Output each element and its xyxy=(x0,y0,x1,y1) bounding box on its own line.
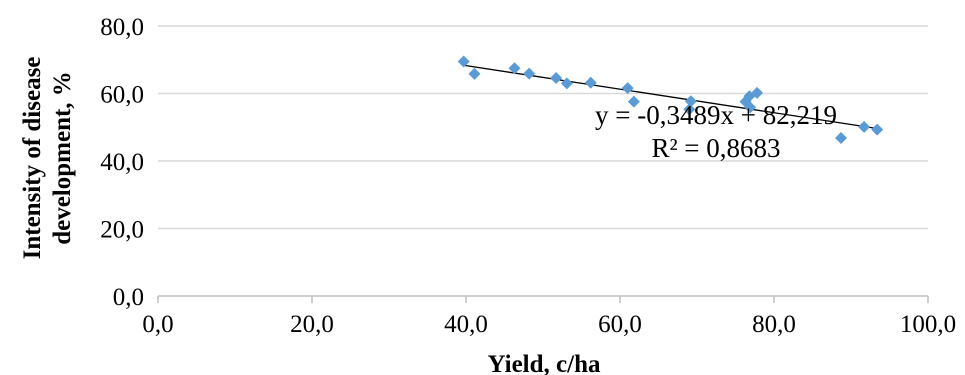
x-tick-label: 100,0 xyxy=(900,311,956,338)
data-point xyxy=(871,123,884,136)
data-point xyxy=(550,71,563,84)
x-tick-label: 40,0 xyxy=(444,311,488,338)
x-tick-label: 20,0 xyxy=(290,311,334,338)
data-point xyxy=(508,62,521,75)
y-tick-label: 80,0 xyxy=(100,14,144,41)
data-point xyxy=(627,95,640,108)
data-point xyxy=(621,82,634,95)
y-axis-title-line-2: development, % xyxy=(49,71,76,245)
data-points xyxy=(457,55,884,145)
x-tick-label: 0,0 xyxy=(142,311,173,338)
data-point xyxy=(683,103,696,116)
data-point xyxy=(457,55,470,68)
trendline-r-squared: R² = 0,8683 xyxy=(651,133,780,163)
x-tick-label: 60,0 xyxy=(598,311,642,338)
data-point xyxy=(523,67,536,80)
y-tick-label: 60,0 xyxy=(100,82,144,109)
x-tick-label: 80,0 xyxy=(752,311,796,338)
tick-labels: 0,0 20,0 40,0 60,0 80,0 0,0 20,0 40,0 60,0 80,0 10… xyxy=(100,14,956,338)
trendline-equation: y = -0,3489x + 82,219 xyxy=(595,100,837,130)
data-point xyxy=(744,101,757,114)
data-point xyxy=(684,95,697,108)
y-axis-title: Intensity of disease development, % xyxy=(19,57,76,260)
data-point xyxy=(858,120,871,133)
data-point xyxy=(468,67,481,80)
data-point xyxy=(560,77,573,90)
data-point xyxy=(584,76,597,89)
x-axis-title: Yield, c/ha xyxy=(488,351,601,375)
axis-layer xyxy=(157,295,929,303)
y-axis-title-line-1: Intensity of disease xyxy=(19,57,46,260)
data-point xyxy=(834,132,847,145)
y-tick-label: 0,0 xyxy=(113,284,144,311)
y-tick-label: 20,0 xyxy=(100,217,144,244)
grid-layer xyxy=(158,25,928,230)
data-point xyxy=(751,86,764,99)
y-tick-label: 40,0 xyxy=(100,149,144,176)
